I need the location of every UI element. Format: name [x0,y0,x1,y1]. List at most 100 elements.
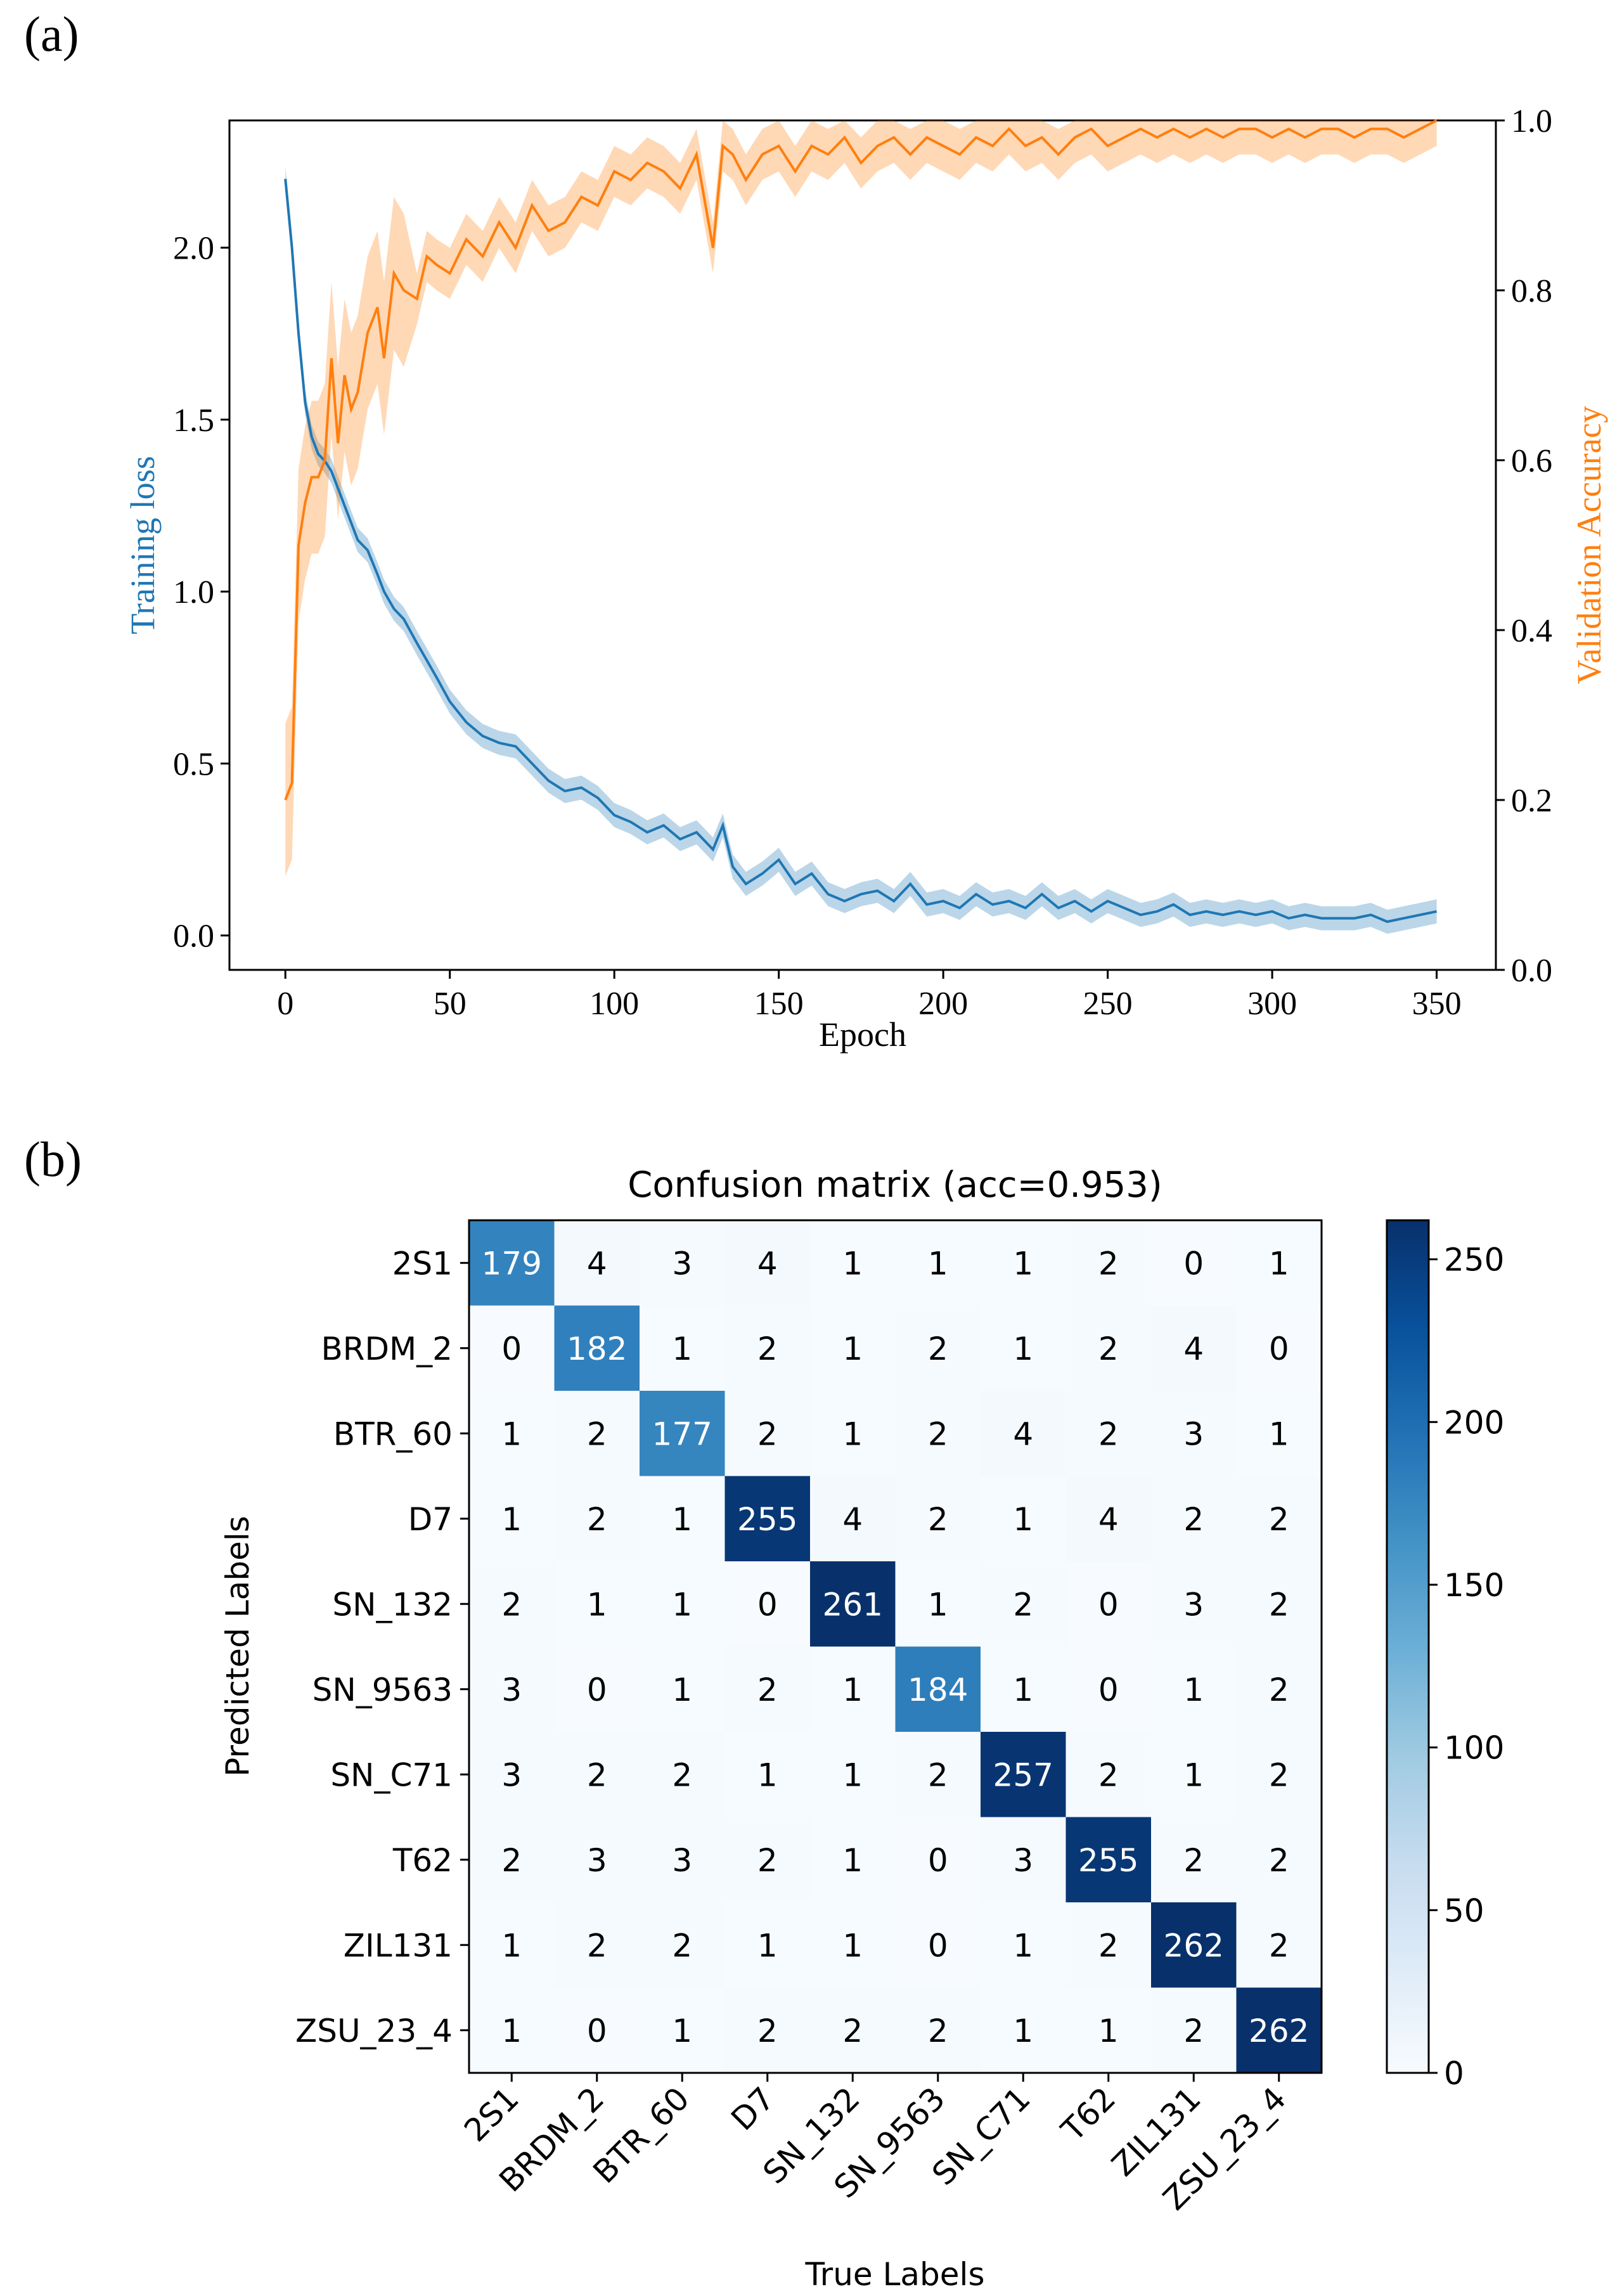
matrix-cell [981,1391,1066,1476]
matrix-cell [981,1561,1066,1647]
cell-value-label: 1 [842,1416,863,1452]
matrix-cell [724,1817,811,1903]
matrix-cell [981,1987,1066,2073]
matrix-cell [554,1391,640,1476]
cell-value-label: 4 [587,1245,607,1282]
cell-value-label: 2 [587,1416,607,1452]
matrix-cell [724,1561,811,1647]
matrix-cell [724,1220,811,1306]
x-tick-label: 350 [1412,986,1462,1022]
cell-value-label: 3 [501,1672,522,1708]
x-tick-label: 100 [589,986,639,1022]
cell-value-label: 2 [1183,2013,1204,2049]
cell-value-label: 1 [842,1672,863,1708]
cell-value-label: 4 [1183,1331,1204,1367]
cell-value-label: 262 [1164,1927,1224,1964]
y-right-tick-label: 0.8 [1511,273,1552,309]
cell-value-label: 2 [587,1757,607,1793]
matrix-frame [468,1219,1323,2074]
matrix-cell [1151,1561,1237,1647]
cell-value-label: 4 [842,1501,863,1538]
cell-value-label: 1 [1183,1757,1204,1793]
matrix-cell [724,1305,811,1391]
matrix-cell [469,1561,555,1647]
matrix-cell [469,1476,555,1562]
matrix-cell [724,1476,811,1562]
cell-value-label: 2 [1269,1586,1289,1623]
matrix-cell [640,1902,725,1988]
matrix-cell [469,1305,555,1391]
colorbar-tick-label: 0 [1444,2055,1464,2092]
cell-value-label: 1 [672,1501,692,1538]
matrix-cell [1065,1305,1152,1391]
cell-value-label: 255 [1078,1842,1138,1879]
cell-value-label: 1 [1013,1672,1033,1708]
matrix-cell [640,1817,725,1903]
cell-value-label: 3 [1013,1842,1033,1879]
matrix-cell [1065,1476,1152,1562]
y-axis-label-right: Validation Accuracy [1570,406,1608,684]
matrix-cell [469,1220,555,1306]
matrix-cell [1065,1220,1152,1306]
matrix-cell [640,1476,725,1562]
cell-value-label: 261 [823,1586,883,1623]
cell-value-label: 2 [1269,1757,1289,1793]
matrix-cell [1236,1305,1322,1391]
cell-value-label: 1 [1013,1245,1033,1282]
row-label: SN_9563 [312,1672,453,1708]
cell-value-label: 1 [587,1586,607,1623]
cell-value-label: 1 [1013,2013,1033,2049]
cell-value-label: 1 [501,1501,522,1538]
matrix-cell [810,1476,896,1562]
matrix-cell [724,1646,811,1732]
confidence-band-accuracy [285,120,1437,877]
colorbar-tick-label: 150 [1444,1567,1504,1604]
row-label: 2S1 [392,1245,453,1282]
cell-value-label: 0 [1098,1672,1119,1708]
matrix-cell [554,1902,640,1988]
col-label: T62 [1054,2080,1123,2148]
row-label: D7 [408,1501,453,1538]
matrix-cell [895,1902,981,1988]
matrix-cell [810,1817,896,1903]
row-label: T62 [392,1842,453,1879]
cell-value-label: 3 [1183,1416,1204,1452]
matrix-cell [640,1220,725,1306]
x-axis-label: True Labels [804,2256,984,2293]
x-tick-label: 150 [754,986,804,1022]
matrix-cell [1065,1732,1152,1817]
x-tick-label: 250 [1083,986,1133,1022]
matrix-cell [1151,1987,1237,2073]
series-line-training-loss [284,179,1438,924]
matrix-cell [469,1646,555,1732]
cell-value-label: 1 [757,1927,778,1964]
matrix-cell [724,1391,811,1476]
cell-value-label: 3 [672,1842,692,1879]
matrix-cell [1236,1817,1322,1903]
y-left-tick-label: 2.0 [173,231,214,267]
matrix-cell [1065,1817,1152,1903]
x-axis-label: Epoch [819,1016,906,1054]
cell-value-label: 2 [1013,1586,1033,1623]
cell-value-label: 179 [482,1245,542,1282]
matrix-cell [1065,1391,1152,1476]
colorbar-tick-label: 50 [1444,1892,1484,1929]
matrix-cell [1236,1902,1322,1988]
cell-value-label: 2 [928,1416,948,1452]
cell-value-label: 257 [993,1757,1053,1793]
y-right-tick-label: 0.2 [1511,783,1552,819]
cell-value-label: 1 [501,1927,522,1964]
cell-value-label: 2 [1269,1842,1289,1879]
matrix-cell [640,1987,725,2073]
y-left-tick-label: 0.0 [173,919,214,955]
y-left-tick-label: 1.0 [173,574,214,610]
col-label: D7 [724,2080,782,2138]
cell-value-label: 2 [1098,1927,1119,1964]
cell-value-label: 2 [1269,1927,1289,1964]
matrix-cell [640,1561,725,1647]
matrix-cell [1151,1902,1237,1988]
matrix-cell [1236,1646,1322,1732]
cell-value-label: 1 [842,1757,863,1793]
matrix-cell [1236,1732,1322,1817]
chart-title: Confusion matrix (acc=0.953) [628,1164,1162,1206]
